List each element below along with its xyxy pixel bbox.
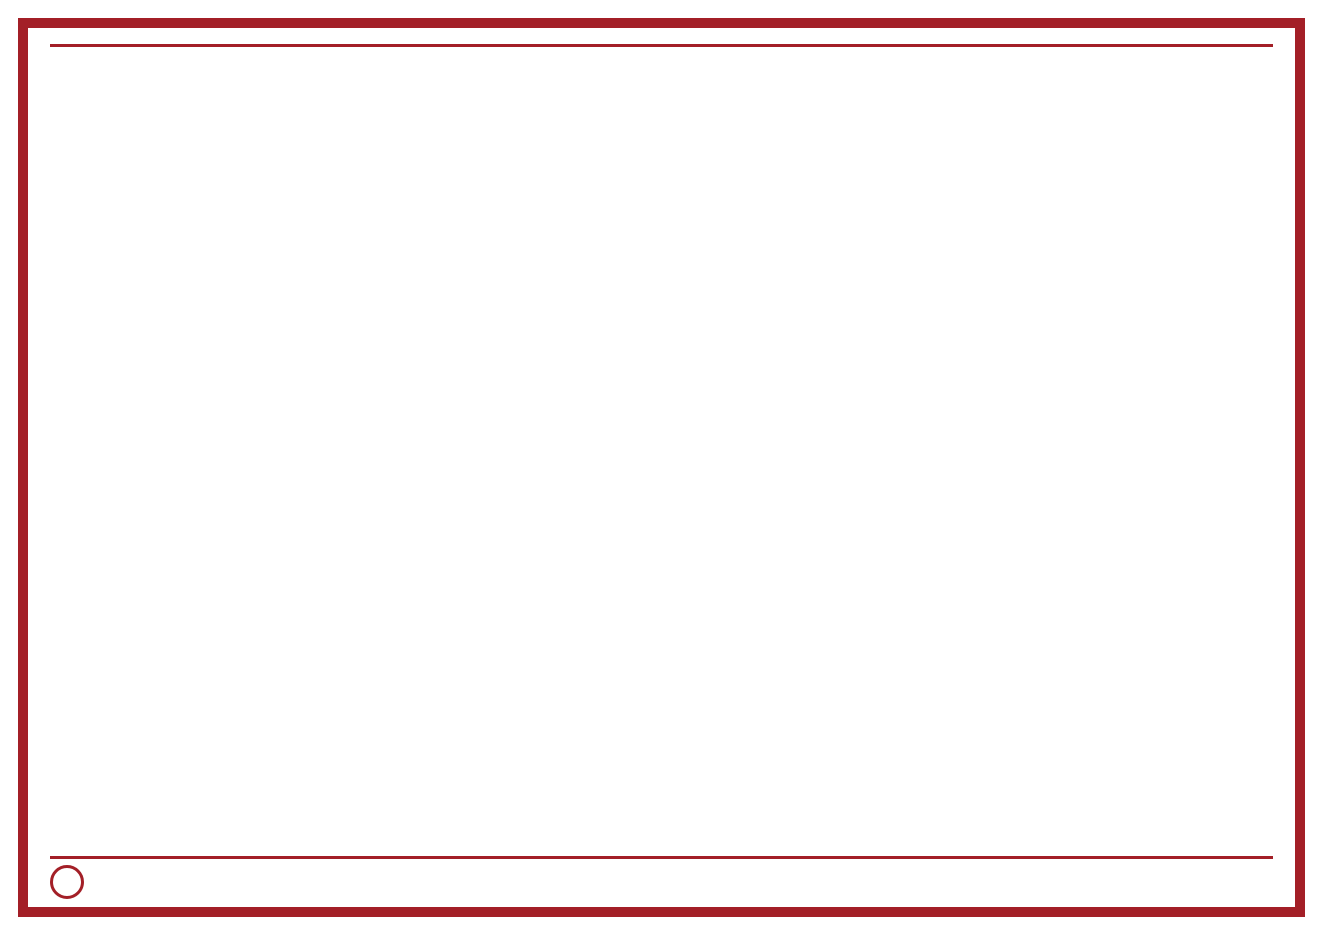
structure-key <box>50 51 1273 67</box>
inner-frame <box>18 18 1305 917</box>
outer-frame <box>0 0 1323 935</box>
page-title <box>50 40 1273 47</box>
ci-logo <box>50 865 84 899</box>
footer <box>50 856 1273 899</box>
cards-grid <box>50 67 1273 848</box>
